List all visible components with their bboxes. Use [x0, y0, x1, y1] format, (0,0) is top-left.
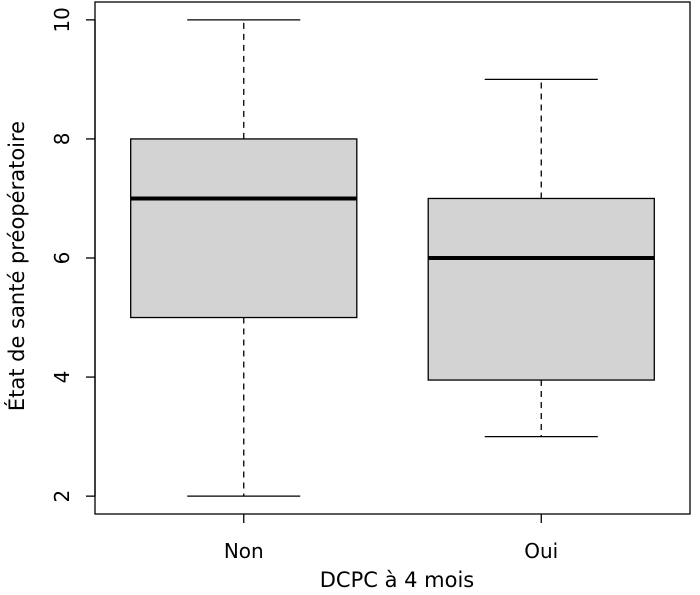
iqr-box — [427, 197, 655, 381]
y-tick-label: 4 — [50, 371, 74, 384]
box-0 — [130, 19, 358, 497]
x-tick-label: Oui — [524, 539, 558, 563]
y-tick-label: 10 — [50, 7, 74, 32]
box-1 — [427, 78, 655, 438]
plot-area — [94, 1, 691, 515]
x-axis: Non Oui — [224, 514, 558, 563]
y-tick-label: 6 — [50, 252, 74, 265]
y-tick-label: 8 — [50, 133, 74, 146]
x-tick-label: Non — [224, 539, 264, 563]
y-axis: 2 4 6 8 10 — [50, 7, 96, 503]
iqr-box — [130, 138, 358, 319]
y-tick-label: 2 — [50, 490, 74, 503]
y-axis-title: État de santé préopératoire — [4, 121, 29, 411]
x-axis-title: DCPC à 4 mois — [320, 568, 475, 592]
